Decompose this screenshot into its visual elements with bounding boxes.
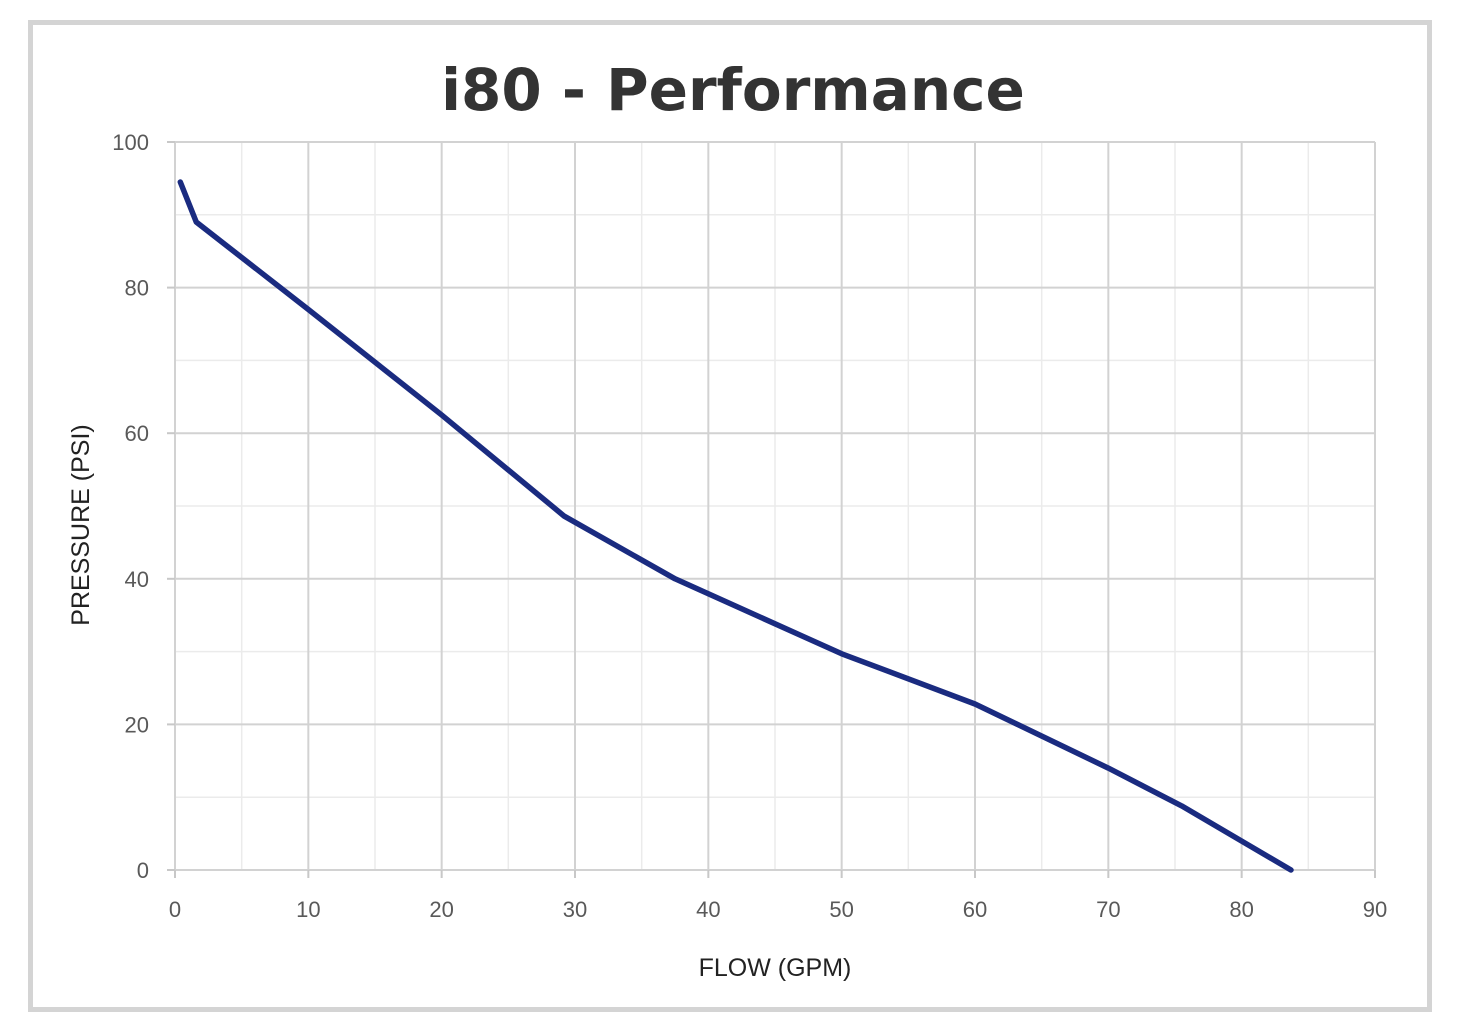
y-tick-label: 80 — [125, 276, 149, 301]
x-tick-label: 10 — [296, 897, 320, 922]
series-layer — [177, 179, 1294, 873]
series-line — [177, 179, 1294, 873]
x-tick-label: 50 — [829, 897, 853, 922]
x-tick-label: 30 — [563, 897, 587, 922]
y-tick-label: 60 — [125, 421, 149, 446]
x-tick-label: 20 — [429, 897, 453, 922]
y-tick-label: 40 — [125, 567, 149, 592]
y-tick-label: 0 — [137, 858, 149, 883]
y-tick-label: 100 — [112, 130, 149, 155]
x-tick-label: 80 — [1229, 897, 1253, 922]
chart-svg: i80 - Performance 0 10 20 30 40 50 60 70 80 90 0 2… — [67, 56, 1387, 982]
minor-grid — [175, 142, 1375, 870]
x-tick-label: 90 — [1363, 897, 1387, 922]
y-axis-title: PRESSURE (PSI) — [67, 424, 95, 625]
chart-frame: i80 - Performance 0 10 20 30 40 50 60 70 80 90 0 2… — [28, 20, 1432, 1012]
y-axis-ticks: 0 20 40 60 80 100 — [112, 130, 175, 883]
y-tick-label: 20 — [125, 712, 149, 737]
x-tick-label: 70 — [1096, 897, 1120, 922]
major-grid — [174, 141, 1376, 871]
x-tick-label: 60 — [963, 897, 987, 922]
x-tick-label: 0 — [169, 897, 181, 922]
x-axis-title: FLOW (GPM) — [699, 954, 852, 982]
chart-title: i80 - Performance — [441, 56, 1025, 124]
x-axis-ticks: 0 10 20 30 40 50 60 70 80 90 — [169, 870, 1387, 922]
x-tick-label: 40 — [696, 897, 720, 922]
